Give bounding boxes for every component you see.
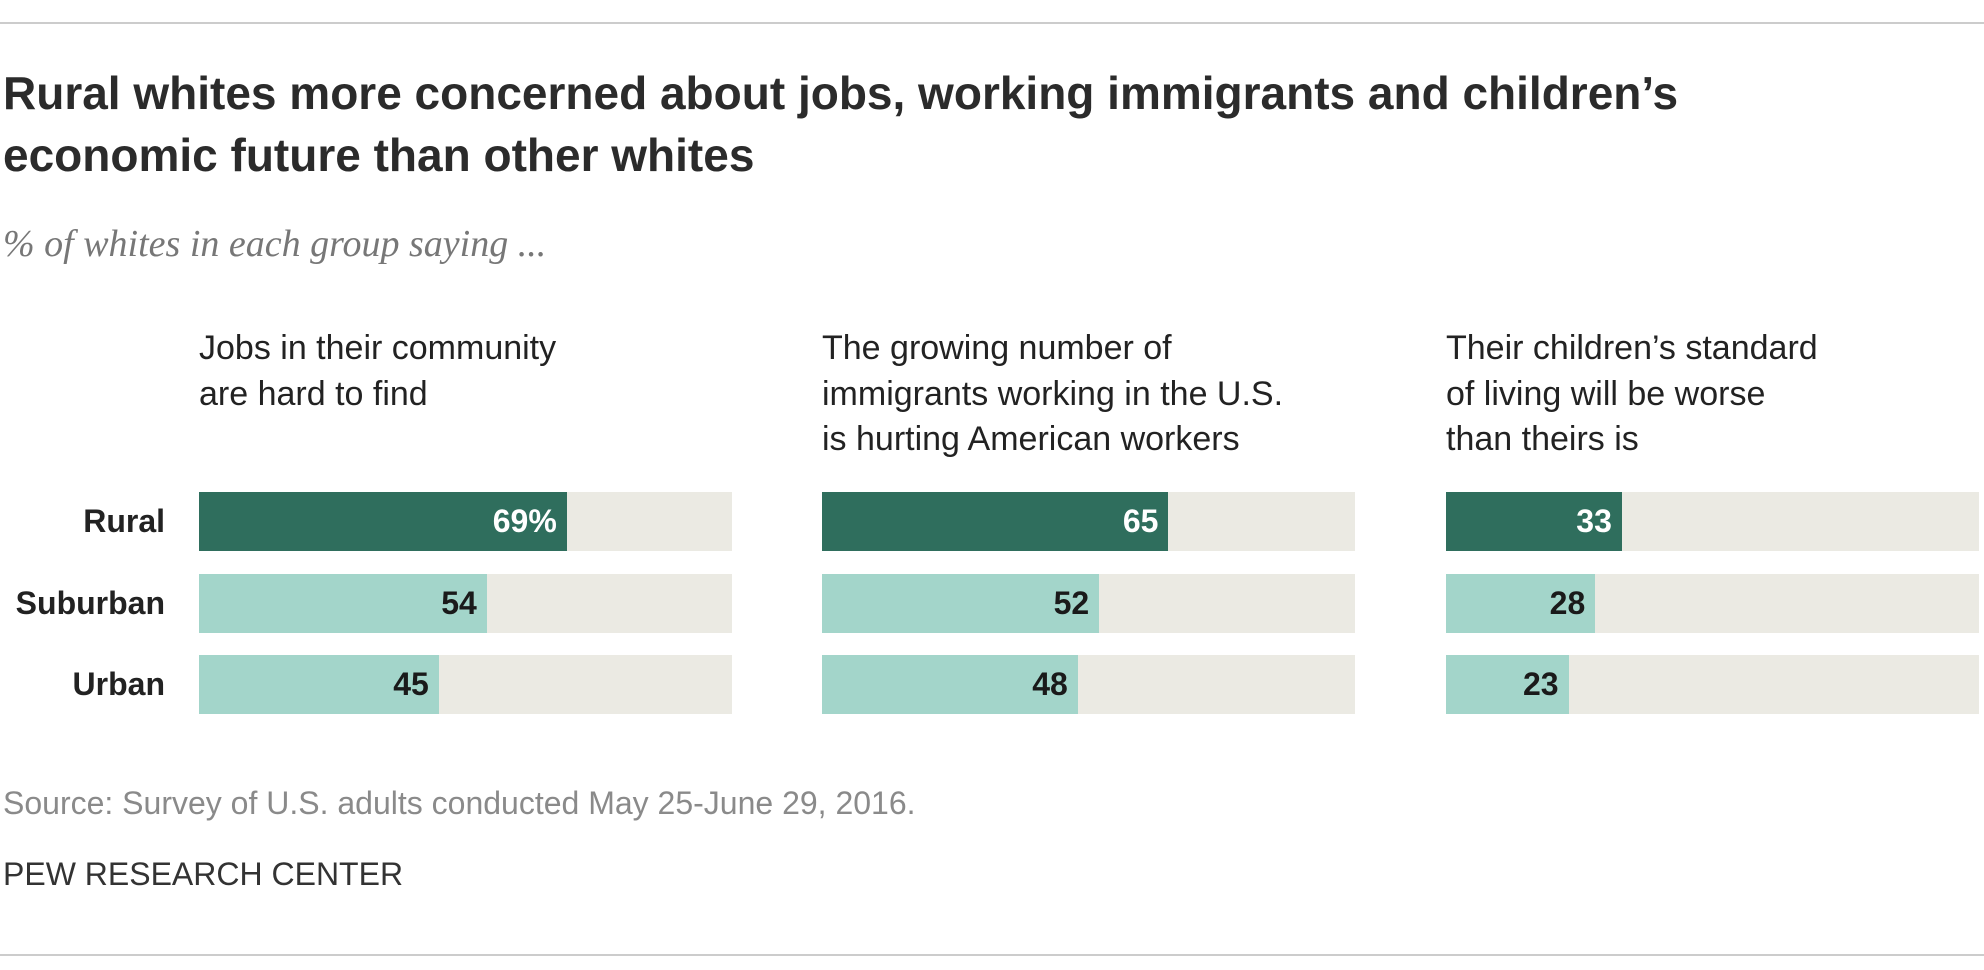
bar: 65: [822, 492, 1169, 551]
chart-title: Rural whites more concerned about jobs, …: [3, 67, 1679, 181]
credit: PEW RESEARCH CENTER: [3, 856, 404, 892]
bar: 48: [822, 655, 1078, 714]
bar: 52: [822, 574, 1100, 633]
category-label: Suburban: [15, 585, 165, 621]
bar: 33: [1446, 492, 1622, 551]
bar: 69%: [199, 492, 567, 551]
panel-title: Their children’s standard of living will…: [1446, 329, 1818, 458]
category-label: Urban: [72, 666, 165, 702]
chart-subtitle: % of whites in each group saying ...: [3, 223, 547, 265]
bottom-rule: [0, 954, 1984, 956]
source: Source: Survey of U.S. adults conducted …: [3, 785, 916, 821]
value-label: 28: [1549, 585, 1586, 621]
bar: 45: [199, 655, 439, 714]
value-label: 52: [1053, 585, 1090, 621]
panel-title: The growing number of immigrants working…: [822, 329, 1284, 458]
panel-title: Jobs in their community are hard to find: [199, 329, 557, 413]
bar: 23: [1446, 655, 1569, 714]
bar: 54: [199, 574, 487, 633]
value-label: 65: [1122, 503, 1159, 539]
value-label: 54: [441, 585, 477, 621]
value-label: 69%: [492, 503, 557, 539]
top-rule: [0, 22, 1984, 24]
value-label: 23: [1522, 666, 1559, 702]
value-label: 45: [393, 666, 429, 702]
value-label: 48: [1032, 666, 1068, 702]
bar: 28: [1446, 574, 1596, 633]
category-label: Rural: [83, 503, 165, 539]
value-label: 33: [1576, 503, 1612, 539]
